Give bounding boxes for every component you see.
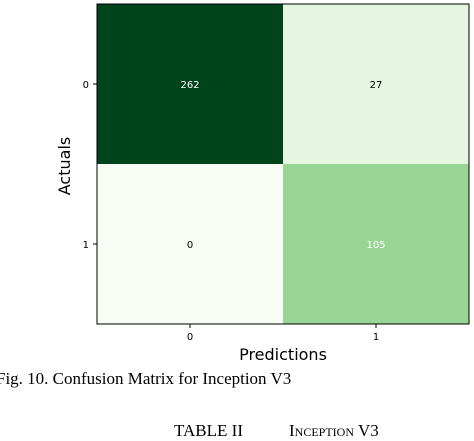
x-tick-label: 1 — [373, 332, 379, 343]
table-label: TABLE II — [174, 421, 243, 440]
y-tick-label: 0 — [83, 80, 89, 91]
heatmap-cell — [283, 164, 469, 324]
cell-value-label: 0 — [187, 240, 193, 251]
cell-value-label: 262 — [180, 80, 199, 91]
table-title-initial: I — [288, 421, 295, 440]
cell-value-label: 27 — [370, 80, 383, 91]
heatmap-cells: 262 27 0 105 — [97, 4, 469, 324]
x-tick-label: 0 — [187, 332, 193, 343]
heatmap-cell — [97, 164, 283, 324]
axis-ticks: 0 1 0 1 — [83, 80, 380, 343]
x-axis-title: Predictions — [239, 345, 327, 364]
figure-caption: Fig. 10. Confusion Matrix for Inception … — [0, 369, 292, 388]
heatmap-cell — [97, 4, 283, 164]
table-title-suffix: V3 — [354, 421, 379, 440]
plot-frame — [96, 3, 470, 325]
table-heading: TABLE II INCEPTION V3 — [174, 421, 379, 441]
cell-value-label: 105 — [366, 240, 385, 251]
table-title-rest: NCEPTION — [294, 425, 354, 439]
heatmap-cell — [283, 4, 469, 164]
y-tick-label: 1 — [83, 240, 89, 251]
y-axis-title: Actuals — [55, 137, 74, 195]
